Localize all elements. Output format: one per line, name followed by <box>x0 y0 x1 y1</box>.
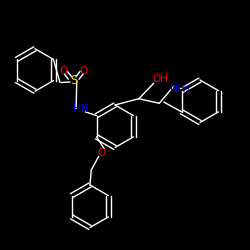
Text: O: O <box>60 66 68 76</box>
Text: S: S <box>70 74 78 86</box>
Text: NH₂: NH₂ <box>170 84 190 94</box>
Text: O: O <box>97 148 106 158</box>
Text: HN: HN <box>72 104 88 115</box>
Text: O: O <box>80 66 88 76</box>
Text: OH: OH <box>152 74 168 84</box>
